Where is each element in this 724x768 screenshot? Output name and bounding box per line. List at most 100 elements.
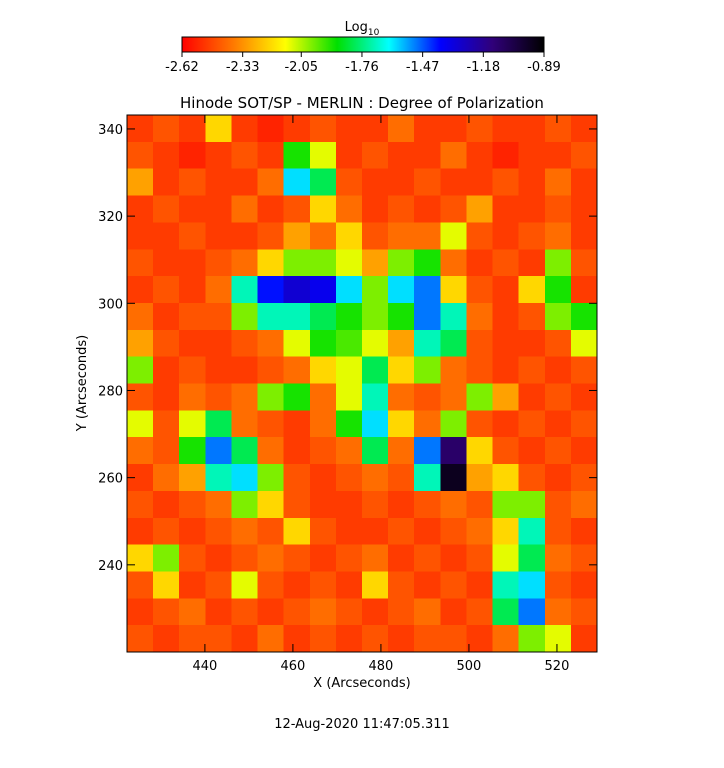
heatmap-cell — [179, 410, 206, 438]
heatmap-cell — [231, 544, 259, 572]
heatmap-cell — [127, 625, 154, 653]
heatmap-cell — [309, 168, 337, 197]
heatmap-cell — [127, 571, 154, 599]
heatmap-cell — [283, 141, 311, 170]
heatmap-cell — [492, 625, 520, 653]
heatmap-cell — [283, 517, 311, 546]
heatmap-cell — [440, 141, 467, 170]
heatmap-cell — [231, 464, 259, 492]
heatmap-cell — [257, 625, 285, 653]
heatmap-cell — [414, 276, 441, 304]
heatmap-cell — [205, 195, 232, 223]
colorbar-tick-label: -2.33 — [226, 60, 260, 75]
heatmap-cell — [518, 222, 546, 250]
heatmap-cell — [127, 598, 154, 626]
heatmap-cell — [518, 437, 546, 465]
heatmap-cell — [440, 222, 467, 250]
heatmap-cell — [231, 356, 259, 384]
heatmap-cell — [414, 141, 441, 170]
heatmap-cell — [362, 383, 389, 411]
heatmap-cell — [414, 383, 441, 411]
heatmap-cell — [257, 222, 285, 250]
heatmap-cell — [414, 302, 441, 331]
heatmap-cell — [127, 168, 154, 197]
heatmap-cell — [257, 490, 285, 519]
heatmap-cell — [231, 383, 259, 411]
x-tick-label: 520 — [545, 659, 570, 674]
heatmap-cell — [440, 598, 467, 626]
heatmap-cell — [179, 571, 206, 599]
heatmap-cell — [283, 544, 311, 572]
heatmap-cell — [414, 517, 441, 546]
heatmap-cell — [309, 571, 337, 599]
heatmap-cell — [362, 302, 389, 331]
heatmap-cell — [414, 222, 441, 250]
heatmap-cell — [570, 168, 598, 197]
heatmap-cell — [570, 222, 598, 250]
heatmap-cell — [205, 517, 232, 546]
heatmap-cell — [127, 410, 154, 438]
heatmap-cell — [544, 464, 572, 492]
heatmap-cell — [231, 598, 259, 626]
heatmap-cell — [179, 383, 206, 411]
x-axis-label: X (Arcseconds) — [313, 676, 410, 691]
heatmap-cell — [414, 625, 441, 653]
heatmap-cell — [414, 410, 441, 438]
heatmap-cell — [153, 571, 180, 599]
heatmap-cell — [518, 249, 546, 277]
heatmap-cell — [205, 276, 232, 304]
heatmap-cell — [466, 222, 494, 250]
heatmap-cell — [570, 195, 598, 223]
heatmap-cell — [414, 437, 441, 465]
heatmap-cell — [544, 141, 572, 170]
heatmap-cell — [544, 249, 572, 277]
heatmap-cell — [544, 329, 572, 358]
heatmap-cell — [388, 276, 415, 304]
heatmap-cell — [231, 625, 259, 653]
heatmap-cell — [362, 115, 389, 143]
heatmap-cell — [544, 437, 572, 465]
heatmap-cell — [335, 356, 363, 384]
heatmap-cell — [492, 437, 520, 465]
heatmap-cell — [231, 168, 259, 197]
heatmap-cell — [440, 464, 467, 492]
heatmap-cell — [127, 276, 154, 304]
heatmap-cell — [466, 276, 494, 304]
heatmap-cell — [362, 329, 389, 358]
heatmap-cell — [492, 276, 520, 304]
heatmap-cell — [544, 222, 572, 250]
heatmap-cell — [466, 141, 494, 170]
heatmap-cell — [127, 302, 154, 331]
heatmap-cell — [335, 598, 363, 626]
heatmap-cell — [283, 302, 311, 331]
heatmap-cell — [257, 598, 285, 626]
heatmap-cell — [309, 625, 337, 653]
heatmap-cell — [257, 410, 285, 438]
y-tick-label: 320 — [98, 210, 123, 225]
heatmap-cell — [335, 329, 363, 358]
heatmap-cell — [388, 222, 415, 250]
heatmap-cell — [544, 115, 572, 143]
heatmap-cell — [205, 437, 232, 465]
heatmap-cell — [309, 302, 337, 331]
heatmap-cell — [283, 168, 311, 197]
heatmap-cell — [127, 544, 154, 572]
heatmap-cell — [179, 598, 206, 626]
heatmap-cell — [414, 195, 441, 223]
heatmap-cell — [179, 115, 206, 143]
x-tick-label: 500 — [457, 659, 482, 674]
heatmap-cell — [153, 625, 180, 653]
heatmap-cell — [283, 356, 311, 384]
heatmap-cell — [362, 356, 389, 384]
heatmap-cell — [205, 544, 232, 572]
heatmap-cell — [388, 464, 415, 492]
heatmap-cell — [127, 383, 154, 411]
heatmap-cell — [205, 302, 232, 331]
heatmap-cell — [231, 195, 259, 223]
x-tick-label: 460 — [280, 659, 305, 674]
heatmap-cell — [283, 329, 311, 358]
heatmap-cell — [544, 490, 572, 519]
heatmap-cell — [205, 490, 232, 519]
heatmap-cell — [388, 168, 415, 197]
heatmap-cell — [440, 302, 467, 331]
